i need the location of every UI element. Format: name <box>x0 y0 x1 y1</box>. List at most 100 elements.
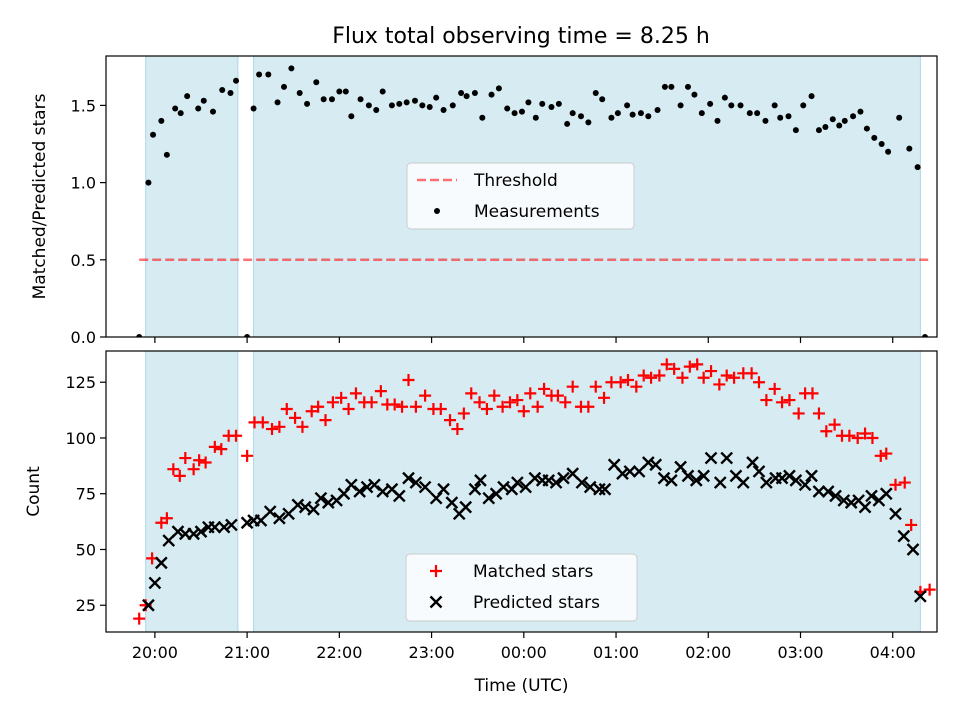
measurement-point <box>388 102 395 109</box>
measurement-point <box>548 103 555 110</box>
matched-stars-point <box>187 463 200 476</box>
predicted-stars-point <box>148 576 162 590</box>
matched-stars-point <box>551 389 564 402</box>
measurement-point <box>885 148 892 155</box>
predicted-stars-point <box>392 489 406 503</box>
y-tick-label: 25 <box>76 596 96 615</box>
measurement-point <box>896 114 903 121</box>
matched-stars-point <box>488 389 501 402</box>
matched-stars-point <box>296 420 309 433</box>
measurement-point <box>645 113 652 120</box>
measurement-point <box>426 103 433 110</box>
matched-stars-point <box>783 394 796 407</box>
y-axis-label: Matched/Predicted stars <box>30 93 50 299</box>
y-tick-label: 50 <box>76 540 96 559</box>
predicted-stars-point <box>821 485 835 498</box>
measurement-point <box>219 86 226 93</box>
measurement-point <box>592 90 599 97</box>
matched-stars-point <box>388 398 401 411</box>
matched-stars-point <box>776 396 789 409</box>
predicted-stars-point <box>273 511 286 525</box>
predicted-stars-point <box>263 505 277 518</box>
y-tick-label: 0.0 <box>71 328 96 347</box>
matched-stars-point <box>820 425 833 438</box>
measurement-point <box>800 102 807 109</box>
predicted-stars-point <box>689 474 703 487</box>
predicted-stars-point <box>889 507 902 521</box>
predicted-stars-point <box>353 485 366 498</box>
measurement-point <box>348 113 355 120</box>
measurement-point <box>373 107 380 114</box>
legend: Matched stars Predicted stars <box>405 553 638 622</box>
predicted-stars-point <box>142 598 155 612</box>
measurement-point <box>511 110 518 117</box>
predicted-stars-point <box>752 465 766 478</box>
measurement-point <box>396 100 403 107</box>
x-tick-label: 21:00 <box>224 643 270 662</box>
measurement-point <box>850 113 857 120</box>
measurement-point <box>857 108 864 115</box>
legend-box <box>406 162 635 230</box>
measurement-point <box>256 71 263 78</box>
measurement-point <box>209 108 216 115</box>
measurement-point <box>878 141 885 148</box>
x-tick-label: 03:00 <box>777 643 823 662</box>
matched-stars-point <box>792 407 805 420</box>
predicted-stars-point <box>598 482 612 496</box>
x-axis-label: Time (UTC) <box>474 676 569 696</box>
matched-stars-point <box>728 371 741 384</box>
matched-stars-point <box>760 394 773 407</box>
matched-stars-point <box>622 373 635 386</box>
matched-stars-point <box>889 478 902 491</box>
matched-stars-point <box>880 447 893 460</box>
predicted-stars-point <box>409 476 423 489</box>
predicted-stars-point <box>746 456 759 469</box>
matched-stars-point <box>691 358 704 371</box>
predicted-stars-point <box>897 529 911 543</box>
measurement-point <box>195 105 202 112</box>
predicted-stars-point <box>445 496 459 509</box>
matched-stars-point <box>173 469 186 482</box>
matched-stars-point <box>480 402 493 415</box>
matched-stars-point <box>241 449 254 462</box>
matched-stars-point <box>419 389 432 402</box>
measurement-point <box>532 114 539 121</box>
measurement-point <box>419 102 426 109</box>
measurement-point <box>440 107 447 114</box>
measurement-point <box>504 105 511 112</box>
matched-stars-point <box>473 396 486 409</box>
measurement-point <box>691 91 698 98</box>
predicted-stars-point <box>307 502 320 516</box>
predicted-stars-point <box>906 543 920 556</box>
predicted-stars-point <box>583 480 597 494</box>
measurement-point <box>281 83 288 90</box>
matched-stars-point <box>160 512 173 525</box>
predicted-stars-point <box>418 480 432 494</box>
predicted-stars-point <box>528 471 542 485</box>
predicted-stars-point <box>557 471 570 485</box>
measurement-point <box>555 100 562 107</box>
legend-label: Predicted stars <box>473 593 600 613</box>
predicted-stars-point <box>641 456 655 469</box>
y-tick-label: 75 <box>76 485 96 504</box>
measurement-point <box>150 131 157 138</box>
measurement-point <box>863 125 870 132</box>
measurement-point <box>274 99 281 106</box>
measurement-point <box>265 71 272 78</box>
matched-stars-point <box>653 369 666 382</box>
measurement-point <box>836 122 843 129</box>
measurement-point <box>808 93 815 100</box>
matched-stars-point <box>305 405 318 418</box>
matched-stars-point <box>752 376 765 389</box>
predicted-stars-point <box>720 451 734 465</box>
x-tick-label: 04:00 <box>870 643 916 662</box>
predicted-stars-point <box>593 482 606 496</box>
measurement-point <box>288 65 295 72</box>
matched-stars-point <box>167 463 180 476</box>
matched-stars-point <box>193 454 206 467</box>
matched-stars-point <box>676 371 689 384</box>
matched-stars-point <box>396 400 409 413</box>
predicted-stars-point <box>616 467 629 481</box>
measurement-point <box>629 111 636 118</box>
